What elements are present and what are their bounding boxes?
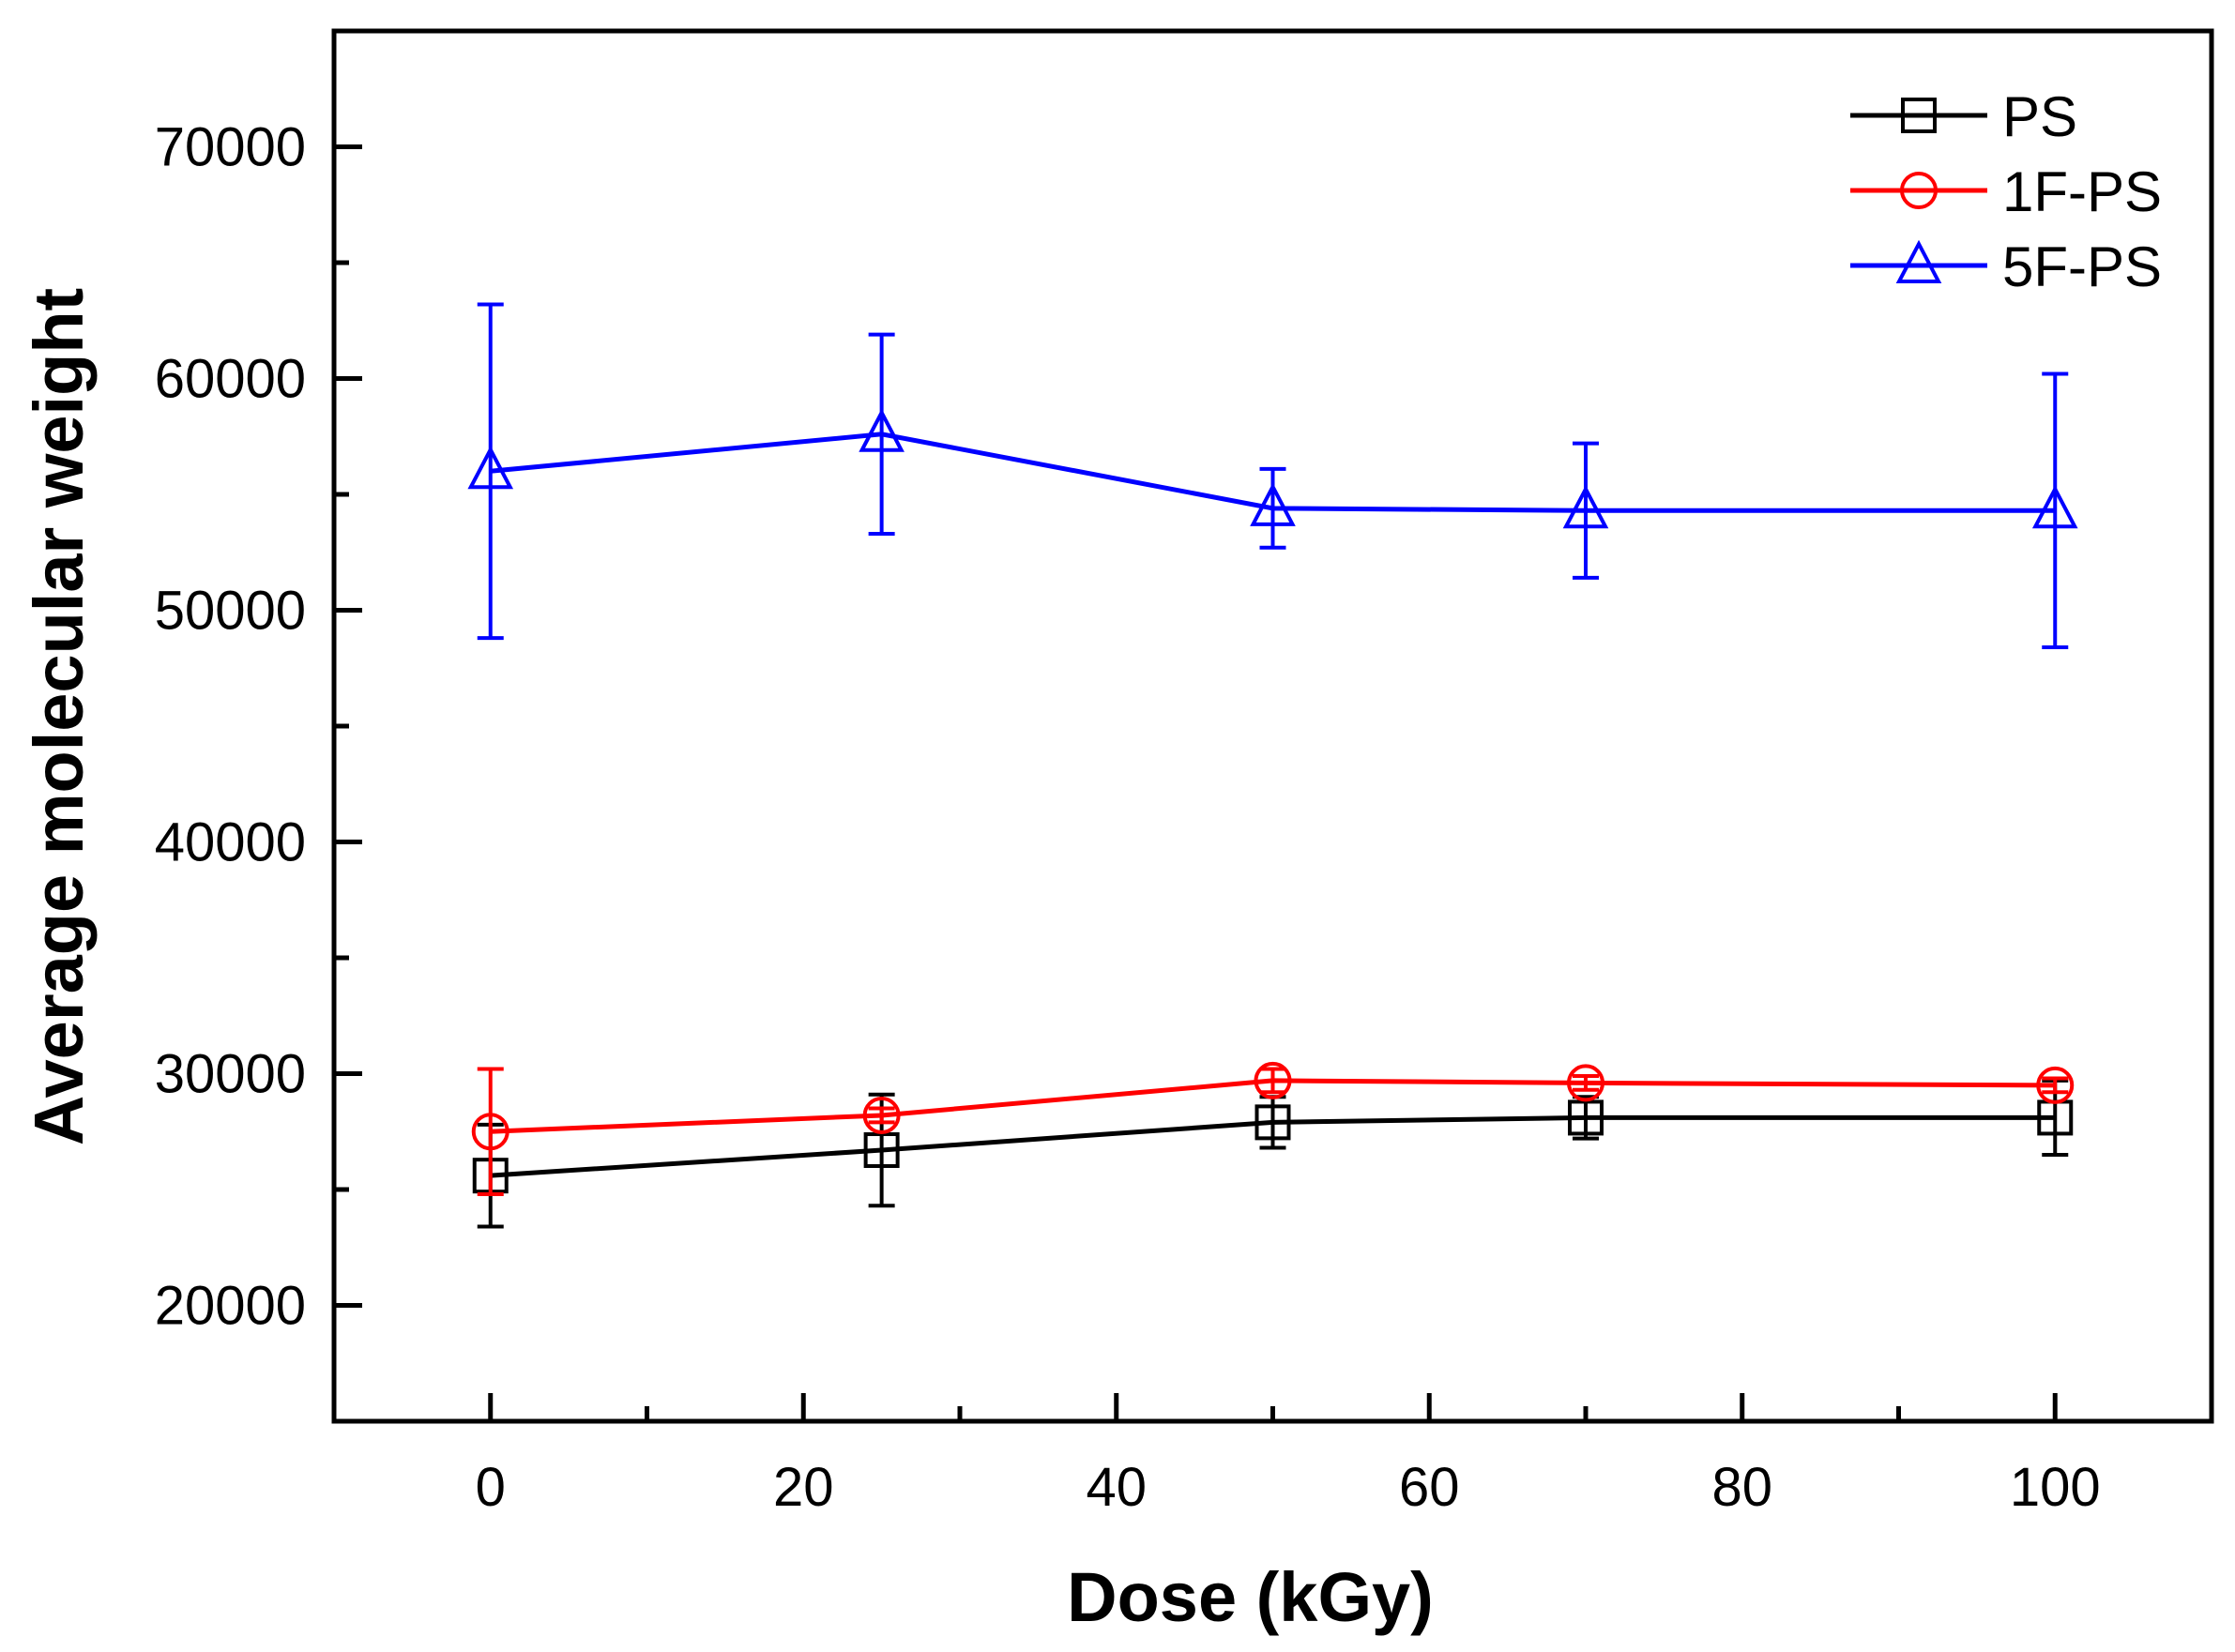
data-point [862,1096,901,1134]
data-point [467,445,514,490]
y-axis-title: Average molecular weight [20,288,98,1145]
legend-marker [1895,239,1942,283]
data-point [2036,1066,2075,1104]
y-tick-label: 20000 [155,1276,306,1337]
y-tick-label: 60000 [155,349,306,410]
data-point [1562,484,1609,529]
data-point [1254,1104,1291,1141]
data-point [2031,484,2078,529]
series-1f-ps [471,1061,2075,1196]
data-point [1250,482,1296,526]
plot-frame [331,28,2214,1424]
x-tick-label: 100 [2010,1457,2101,1518]
legend-label: 1F-PS [2002,160,2162,223]
x-tick-label: 80 [1711,1457,1772,1518]
series-layer [467,302,2078,1229]
y-tick-label: 40000 [155,812,306,873]
x-tick-label: 20 [773,1457,834,1518]
x-axis: 0 20 40 60 80 100 [476,1393,2101,1518]
series-5f-ps [467,302,2078,650]
series-ps [472,1078,2074,1229]
y-tick-label: 30000 [155,1044,306,1105]
series-line [490,1114,2056,1178]
legend-entry: PS [1850,85,2077,148]
x-tick-label: 40 [1086,1457,1147,1518]
y-tick-label: 70000 [155,117,306,178]
x-tick-label: 60 [1399,1457,1460,1518]
legend-entry: 1F-PS [1850,160,2162,223]
data-point [1254,1061,1292,1099]
legend-marker [1900,172,1938,209]
x-tick-label: 0 [476,1457,506,1518]
data-point [863,1132,900,1169]
x-axis-title: Dose (kGy) [1067,1558,1434,1636]
series-line [490,432,2056,513]
data-point [1567,1064,1604,1102]
data-point [859,408,905,452]
series-line [490,1078,2056,1134]
legend-entry: 5F-PS [1850,235,2162,298]
data-point [471,1113,509,1151]
data-point [1568,1099,1604,1136]
legend-marker [1901,98,1937,133]
plot-area [331,28,2214,1424]
legend-label: PS [2002,85,2077,148]
legend: PS 1F-PS 5F-PS [1850,85,2162,298]
legend-label: 5F-PS [2002,235,2162,298]
y-axis: 20000 30000 40000 50000 60000 70000 [155,117,362,1337]
y-tick-label: 50000 [155,581,306,642]
